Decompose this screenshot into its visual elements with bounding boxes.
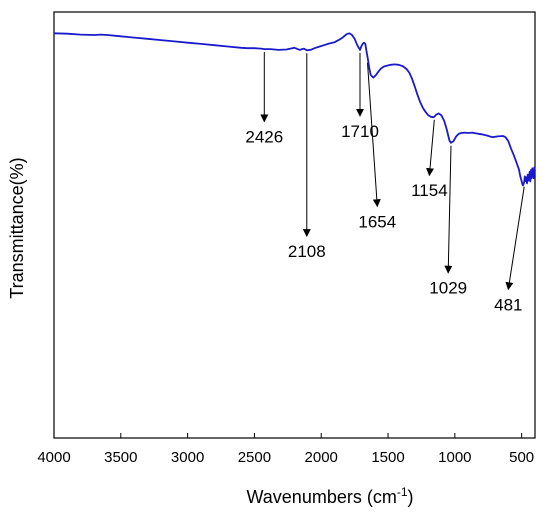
spectrum-series-line (53, 32, 536, 187)
x-tick-label: 500 (509, 449, 534, 466)
peak-arrow (444, 145, 453, 274)
x-axis-title-superscript: -1 (397, 485, 408, 499)
x-axis-ticks (53, 433, 523, 438)
peak-annotation: 1154 (411, 119, 448, 200)
x-axis-tick-labels: 4000 3500 3000 2500 2000 1500 1000 500 (37, 449, 534, 466)
x-axis-title: Wavenumbers (cm-1) (246, 485, 413, 507)
x-tick-label: 2000 (305, 449, 338, 466)
peak-annotation: 1029 (429, 145, 467, 298)
x-tick-label: 2500 (238, 449, 271, 466)
x-tick-label: 4000 (37, 449, 70, 466)
peak-label: 1029 (429, 279, 467, 298)
peak-label: 1710 (341, 122, 379, 141)
peak-label: 1154 (411, 181, 448, 200)
peak-label: 2108 (288, 242, 326, 261)
peak-annotation: 2426 (245, 52, 283, 147)
peak-label: 1654 (358, 212, 396, 231)
x-axis-title-close: ) (408, 487, 414, 507)
peak-arrow (367, 62, 381, 208)
peak-arrow (426, 119, 435, 177)
x-tick-label: 1500 (371, 449, 404, 466)
peak-label: 2426 (245, 128, 283, 147)
peak-annotation: 1654 (358, 62, 396, 231)
peak-label: 481 (494, 295, 522, 314)
peak-annotations: 2426 2108 1710 1654 1154 1029 481 (245, 52, 525, 314)
x-tick-label: 1000 (438, 449, 471, 466)
peak-annotation: 2108 (288, 53, 326, 261)
peak-annotation: 481 (494, 186, 525, 314)
y-axis-title: Transmittance(%) (7, 157, 27, 298)
x-axis-title-text: Wavenumbers (cm (246, 487, 396, 507)
plot-frame (53, 11, 536, 439)
peak-arrow (505, 186, 525, 291)
peak-annotation: 1710 (341, 52, 379, 141)
x-tick-label: 3500 (104, 449, 137, 466)
x-tick-label: 3000 (171, 449, 204, 466)
